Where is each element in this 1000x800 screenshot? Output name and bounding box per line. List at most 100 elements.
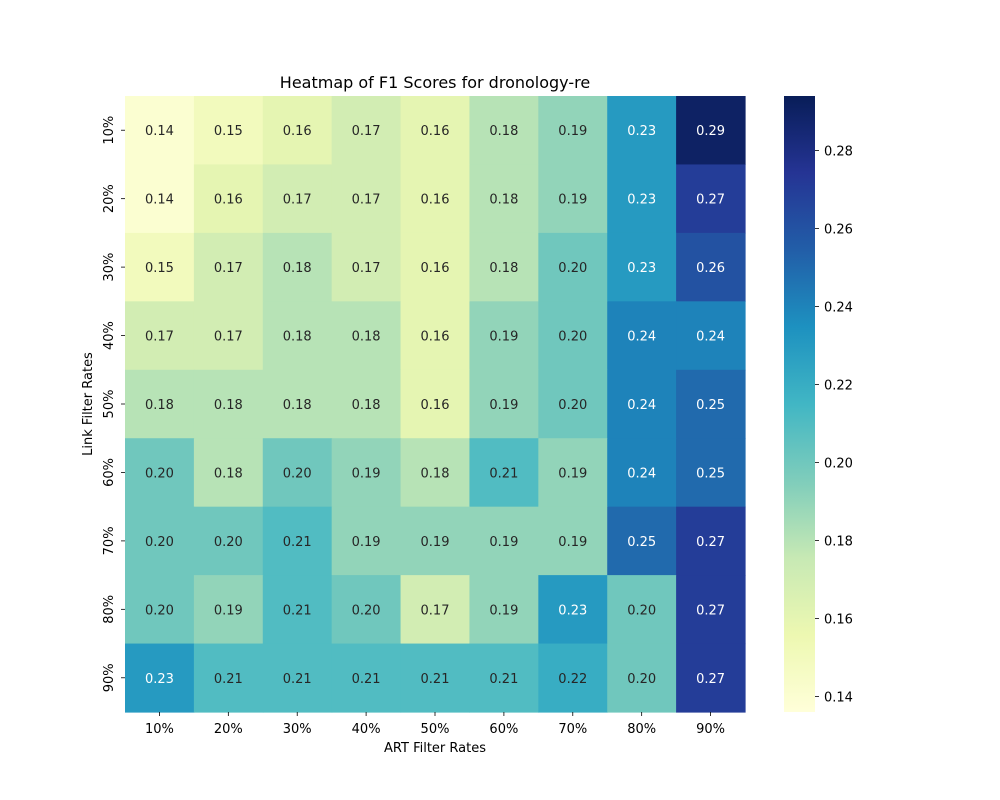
cell-value-label: 0.21: [283, 672, 312, 687]
heatmap-cell: [262, 438, 333, 508]
cell-value-label: 0.25: [696, 466, 725, 481]
cell-value-label: 0.17: [214, 330, 243, 345]
heatmap-cell: [400, 575, 471, 645]
cell-value-label: 0.18: [352, 330, 381, 345]
cell-value-label: 0.18: [421, 466, 450, 481]
cell-value-label: 0.24: [627, 466, 656, 481]
heatmap-cell: [193, 506, 264, 576]
cell-value-label: 0.18: [489, 261, 518, 276]
heatmap-cell: [331, 369, 402, 439]
heatmap-cell: [125, 643, 195, 713]
cell-value-label: 0.20: [558, 330, 587, 345]
x-tick-label: 90%: [696, 722, 725, 737]
heatmap-cell: [262, 506, 333, 576]
heatmap-cell: [469, 232, 539, 302]
heatmap-cell: [400, 438, 471, 508]
cell-value-label: 0.20: [558, 261, 587, 276]
cell-value-label: 0.29: [696, 124, 725, 139]
heatmap-cell: [331, 575, 402, 645]
cell-value-label: 0.20: [145, 466, 174, 481]
cell-value-label: 0.24: [627, 398, 656, 413]
heatmap-cell: [676, 506, 746, 576]
cell-value-label: 0.25: [627, 535, 656, 550]
cell-value-label: 0.25: [696, 398, 725, 413]
cell-value-label: 0.19: [489, 603, 518, 618]
heatmap-cell: [469, 96, 539, 166]
cell-value-label: 0.21: [214, 672, 243, 687]
heatmap-cell: [607, 506, 677, 576]
heatmap-cell: [262, 369, 333, 439]
cell-value-label: 0.20: [214, 535, 243, 550]
heatmap-cell: [469, 301, 539, 371]
heatmap-cell: [538, 575, 608, 645]
x-tick-label: 70%: [558, 722, 587, 737]
heatmap-cell: [607, 164, 677, 234]
cell-value-label: 0.18: [489, 193, 518, 208]
heatmap-cell: [607, 232, 677, 302]
cell-value-label: 0.14: [145, 193, 174, 208]
colorbar-tick-label: 0.20: [824, 456, 853, 471]
heatmap-cells: 0.14 0.15 0.16 0.17 0.16 0.18 0.19 0.23 0.29 0.14…: [125, 96, 746, 713]
colorbar-ticks: 0.14 0.16 0.18 0.20 0.22 0.24 0.26 0.28: [815, 145, 853, 705]
colorbar-tick-label: 0.26: [824, 223, 853, 238]
heatmap-cell: [400, 232, 471, 302]
cell-value-label: 0.20: [627, 672, 656, 687]
cell-value-label: 0.19: [558, 124, 587, 139]
heatmap-cell: [469, 643, 539, 713]
cell-value-label: 0.19: [214, 603, 243, 618]
heatmap-cell: [538, 96, 608, 166]
x-axis-ticks: 10% 20% 30% 40% 50% 60% 70% 80% 90%: [145, 712, 725, 737]
cell-value-label: 0.16: [283, 124, 312, 139]
heatmap-cell: [676, 96, 746, 166]
cell-value-label: 0.16: [421, 261, 450, 276]
cell-value-label: 0.20: [145, 603, 174, 618]
cell-value-label: 0.22: [558, 672, 587, 687]
heatmap-cell: [469, 506, 539, 576]
y-tick-label: 90%: [102, 663, 117, 692]
cell-value-label: 0.21: [283, 603, 312, 618]
cell-value-label: 0.24: [696, 330, 725, 345]
cell-value-label: 0.16: [421, 398, 450, 413]
heatmap-cell: [400, 96, 471, 166]
y-tick-label: 80%: [102, 595, 117, 624]
heatmap-cell: [193, 301, 264, 371]
heatmap-cell: [676, 438, 746, 508]
heatmap-cell: [193, 643, 264, 713]
x-tick-label: 10%: [145, 722, 174, 737]
heatmap-cell: [469, 164, 539, 234]
heatmap-cell: [193, 575, 264, 645]
cell-value-label: 0.26: [696, 261, 725, 276]
cell-value-label: 0.23: [558, 603, 587, 618]
heatmap-cell: [125, 301, 195, 371]
cell-value-label: 0.27: [696, 672, 725, 687]
cell-value-label: 0.19: [489, 398, 518, 413]
cell-value-label: 0.16: [421, 330, 450, 345]
heatmap-cell: [125, 438, 195, 508]
heatmap-cell: [538, 369, 608, 439]
colorbar-tick-label: 0.16: [824, 612, 853, 627]
colorbar-tick-label: 0.22: [824, 379, 853, 394]
heatmap-cell: [262, 232, 333, 302]
heatmap-cell: [193, 438, 264, 508]
cell-value-label: 0.18: [214, 466, 243, 481]
cell-value-label: 0.20: [558, 398, 587, 413]
heatmap-cell: [262, 301, 333, 371]
heatmap-cell: [538, 301, 608, 371]
colorbar-tick-label: 0.28: [824, 145, 853, 160]
heatmap-cell: [331, 438, 402, 508]
cell-value-label: 0.27: [696, 535, 725, 550]
cell-value-label: 0.19: [489, 535, 518, 550]
heatmap-cell: [538, 438, 608, 508]
heatmap-cell: [676, 232, 746, 302]
cell-value-label: 0.21: [352, 672, 381, 687]
heatmap-cell: [607, 369, 677, 439]
cell-value-label: 0.18: [352, 398, 381, 413]
y-tick-label: 60%: [102, 458, 117, 487]
heatmap-cell: [400, 301, 471, 371]
cell-value-label: 0.20: [352, 603, 381, 618]
y-tick-label: 20%: [102, 184, 117, 213]
heatmap-cell: [607, 301, 677, 371]
cell-value-label: 0.17: [421, 603, 450, 618]
heatmap-cell: [538, 232, 608, 302]
